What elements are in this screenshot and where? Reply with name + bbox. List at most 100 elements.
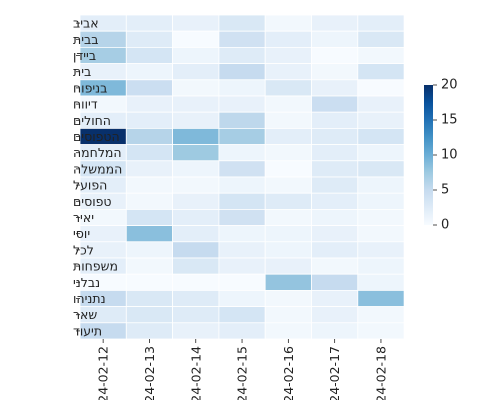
heatmap-cell: [311, 176, 359, 194]
heatmap-cell: [264, 273, 312, 291]
heatmap-cell: [311, 160, 359, 178]
heatmap-cell: [357, 111, 405, 129]
heatmap-cell: [311, 95, 359, 113]
heatmap-cell: [172, 14, 220, 32]
heatmap-cell: [218, 322, 266, 340]
y-tick-label: משפחות: [73, 259, 118, 274]
heatmap-cell: [311, 192, 359, 210]
heatmap-cell: [125, 322, 174, 340]
heatmap-cell: [357, 257, 405, 275]
y-tick-label: דיווח: [73, 97, 98, 112]
colorbar-tick-label: 10: [441, 148, 458, 163]
heatmap-cell: [218, 144, 266, 162]
heatmap-cell: [172, 144, 220, 162]
heatmap-cell: [264, 192, 312, 210]
y-tick-label: ביידן: [73, 48, 96, 63]
heatmap-cell: [357, 208, 405, 226]
heatmap-cell: [357, 322, 405, 340]
y-tick-label: תיעוד: [73, 323, 102, 338]
y-tick-label: בניפוח: [73, 80, 107, 95]
heatmap-cell: [357, 160, 405, 178]
y-tick-label: הממשלה: [73, 161, 122, 176]
heatmap-cell: [357, 14, 405, 32]
x-tick-label: 2024-02-16: [281, 346, 296, 400]
y-tick-label: בית: [73, 64, 91, 79]
heatmap-cell: [264, 257, 312, 275]
heatmap-cell: [264, 144, 312, 162]
heatmap-cell: [172, 192, 220, 210]
heatmap-cell: [311, 127, 359, 145]
heatmap-cell: [125, 192, 174, 210]
heatmap-cell: [218, 208, 266, 226]
heatmap-cell: [125, 47, 174, 65]
heatmap-cell: [311, 306, 359, 324]
heatmap-cell: [357, 63, 405, 81]
heatmap-cell: [311, 111, 359, 129]
heatmap-cell: [172, 273, 220, 291]
x-axis-tick-labels: 2024-02-12 2024-02-13 2024-02-14 2024-02-15…: [96, 339, 388, 400]
heatmap-cell: [264, 30, 312, 48]
heatmap-cell: [125, 176, 174, 194]
heatmap-cell: [172, 257, 220, 275]
heatmap-cell: [311, 47, 359, 65]
heatmap-cell: [311, 257, 359, 275]
heatmap-cell: [172, 306, 220, 324]
y-tick-label: יוסי: [73, 226, 90, 241]
heatmap-cell: [125, 257, 174, 275]
heatmap-cell: [218, 63, 266, 81]
heatmap-cell: [357, 225, 405, 243]
heatmap-cells: [79, 14, 405, 340]
heatmap-cell: [264, 14, 312, 32]
heatmap-cell: [125, 289, 174, 307]
heatmap-cell: [172, 176, 220, 194]
heatmap-cell: [357, 30, 405, 48]
heatmap-cell: [218, 14, 266, 32]
heatmap-cell: [357, 127, 405, 145]
heatmap-cell: [218, 127, 266, 145]
heatmap-cell: [125, 306, 174, 324]
heatmap-cell: [172, 79, 220, 97]
heatmap-cell: [264, 95, 312, 113]
heatmap-cell: [172, 95, 220, 113]
heatmap-cell: [264, 47, 312, 65]
y-tick-label: לכל: [73, 242, 94, 257]
y-tick-label: נתניהו: [73, 291, 106, 306]
heatmap-cell: [218, 306, 266, 324]
y-tick-label: החולים: [73, 113, 111, 128]
heatmap-cell: [311, 30, 359, 48]
heatmap-cell: [264, 176, 312, 194]
heatmap-cell: [264, 79, 312, 97]
heatmap-cell: [264, 160, 312, 178]
heatmap-cell: [218, 47, 266, 65]
x-tick-label: 2024-02-12: [96, 346, 111, 400]
heatmap-cell: [125, 79, 174, 97]
heatmap-cell: [357, 47, 405, 65]
heatmap-cell: [311, 322, 359, 340]
heatmap-cell: [218, 289, 266, 307]
heatmap-cell: [264, 322, 312, 340]
y-tick-label: טפוסים: [73, 194, 112, 209]
heatmap-cell: [125, 241, 174, 259]
heatmap-cell: [311, 225, 359, 243]
heatmap-cell: [218, 30, 266, 48]
heatmap-cell: [218, 176, 266, 194]
heatmap-cell: [172, 111, 220, 129]
heatmap-cell: [264, 306, 312, 324]
heatmap-cell: [172, 127, 220, 145]
heatmap-cell: [311, 63, 359, 81]
heatmap-cell: [125, 111, 174, 129]
heatmap-cell: [264, 111, 312, 129]
y-tick-label: הפועל: [73, 178, 107, 193]
y-tick-label: שאר: [73, 307, 97, 322]
heatmap-cell: [125, 14, 174, 32]
heatmap-cell: [311, 273, 359, 291]
heatmap-cell: [218, 273, 266, 291]
x-tick-label: 2024-02-13: [142, 346, 157, 400]
heatmap-cell: [311, 208, 359, 226]
heatmap-cell: [311, 289, 359, 307]
heatmap-cell: [218, 192, 266, 210]
y-tick-label: אביב: [73, 16, 99, 31]
colorbar: 0 5 10 15 20: [424, 78, 458, 233]
